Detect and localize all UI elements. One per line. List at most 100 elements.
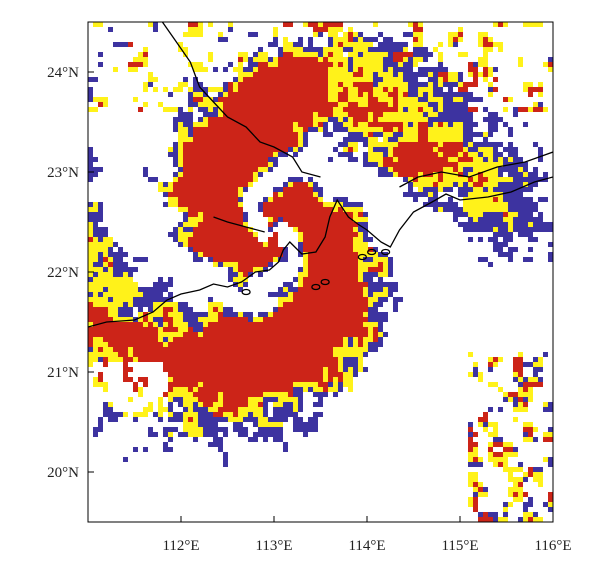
echo-cell [298,287,363,292]
echo-cell [398,142,438,147]
echo-cell [398,137,418,142]
echo-cell [338,92,348,97]
echo-cell [108,312,118,317]
echo-cell [223,82,228,87]
echo-cell [498,517,508,522]
echo-cell [328,57,348,62]
echo-cell [548,62,553,67]
echo-cell [358,272,363,277]
echo-cell [373,132,383,137]
island [380,248,391,256]
echo-cell [303,47,323,52]
echo-cell [293,402,298,407]
echo-cell [273,57,278,62]
echo-cell [483,152,493,157]
echo-cell [268,162,273,167]
echo-cell [368,117,373,122]
echo-cell [333,52,343,57]
echo-cell [283,42,293,47]
echo-cell [358,227,368,232]
echo-cell [183,332,198,337]
echo-cell [328,117,338,122]
echo-cell [358,357,363,362]
echo-cell [298,272,308,277]
echo-cell [523,437,533,442]
echo-cell [448,32,458,37]
echo-cell [328,157,333,162]
echo-cell [178,82,188,87]
echo-cell [303,127,308,132]
echo-cell [338,152,353,157]
echo-cell [353,212,358,217]
echo-cell [523,492,528,497]
echo-cell [413,197,418,202]
echo-cell [488,367,493,372]
echo-cell [148,82,153,87]
echo-cell [533,367,543,372]
echo-cell [273,437,283,442]
echo-cell [248,57,253,62]
echo-cell [408,107,418,112]
echo-cell [428,127,463,132]
echo-cell [343,362,358,367]
echo-cell [448,122,453,127]
echo-cell [488,452,493,457]
echo-cell [88,332,158,337]
echo-cell [263,207,333,212]
echo-cell [268,312,273,317]
echo-cell [368,102,388,107]
echo-cell [543,402,548,407]
echo-cell [478,177,488,182]
echo-cell [323,372,328,377]
coastline-segment [161,22,321,178]
echo-cell [248,412,253,417]
echo-cell [503,507,508,512]
echo-cell [178,227,183,232]
echo-cell [368,307,378,312]
echo-cell [538,197,548,202]
echo-cell [483,427,488,432]
echo-cell [283,442,288,447]
echo-cell [223,112,313,117]
echo-cell [538,482,543,487]
echo-cell [238,287,243,292]
echo-cell [448,77,458,82]
echo-cell [173,177,178,182]
echo-cell [383,62,398,67]
echo-cell [498,357,503,362]
echo-cell [443,177,468,182]
echo-cell [308,22,318,27]
echo-cell [518,402,523,407]
echo-cell [138,357,338,362]
echo-cell [383,67,388,72]
echo-cell [343,62,348,67]
echo-cell [348,342,353,347]
echo-cell [133,447,138,452]
echo-cell [183,77,188,82]
echo-cell [383,37,393,42]
echo-cell [528,237,538,242]
echo-cell [353,237,363,242]
echo-cell [343,202,363,207]
echo-cell [523,122,528,127]
echo-cell [483,67,488,72]
echo-cell [428,77,438,82]
echo-cell [288,292,293,297]
echo-cell [513,362,523,367]
echo-cell [258,67,328,72]
echo-cell [193,327,203,332]
echo-cell [168,437,173,442]
echo-cell [283,187,313,192]
echo-cell [498,167,518,172]
echo-cell [168,372,323,377]
echo-cell [548,67,553,72]
echo-cell [188,212,198,217]
echo-cell [518,382,523,387]
echo-cell [168,232,178,237]
echo-cell [273,187,283,192]
echo-cell [403,57,408,62]
echo-cell [178,197,238,202]
echo-cell [243,212,248,217]
echo-cell [468,482,473,487]
